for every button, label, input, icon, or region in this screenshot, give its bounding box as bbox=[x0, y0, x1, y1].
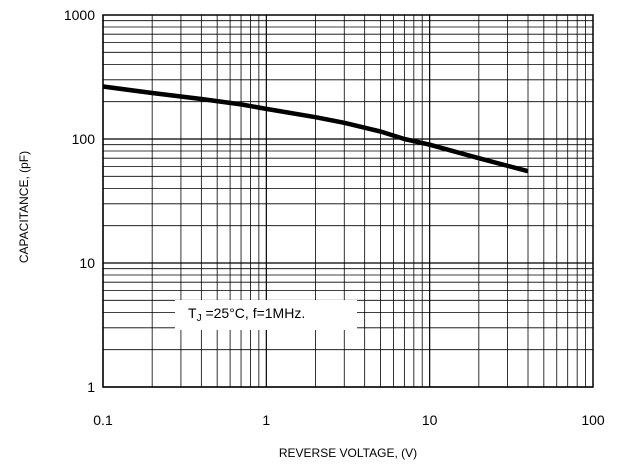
plot-frame bbox=[102, 14, 594, 388]
y-tick-label: 10 bbox=[79, 255, 95, 271]
annotation-subscript: J bbox=[197, 313, 202, 324]
series-layer bbox=[102, 84, 529, 174]
y-axis-label: CAPACITANCE, (pF) bbox=[17, 151, 31, 263]
condition-annotation: TJ =25°C, f=1MHz. bbox=[175, 300, 357, 330]
annotation-box bbox=[175, 300, 357, 330]
x-tick-label: 1 bbox=[262, 412, 270, 428]
annotation-prefix: T bbox=[188, 305, 197, 321]
capacitance-series-line bbox=[102, 84, 529, 174]
y-tick-label: 1 bbox=[87, 379, 95, 395]
x-tick-label: 100 bbox=[581, 412, 605, 428]
grid bbox=[102, 15, 593, 388]
y-tick-label: 100 bbox=[72, 131, 96, 147]
y-tick-label: 1000 bbox=[64, 7, 95, 23]
annotation-suffix: =25°C, f=1MHz. bbox=[202, 305, 306, 321]
x-tick-label: 10 bbox=[422, 412, 438, 428]
x-axis-label: REVERSE VOLTAGE, (V) bbox=[279, 446, 417, 460]
x-tick-label: 0.1 bbox=[93, 412, 113, 428]
annotation-text: TJ =25°C, f=1MHz. bbox=[188, 305, 305, 324]
